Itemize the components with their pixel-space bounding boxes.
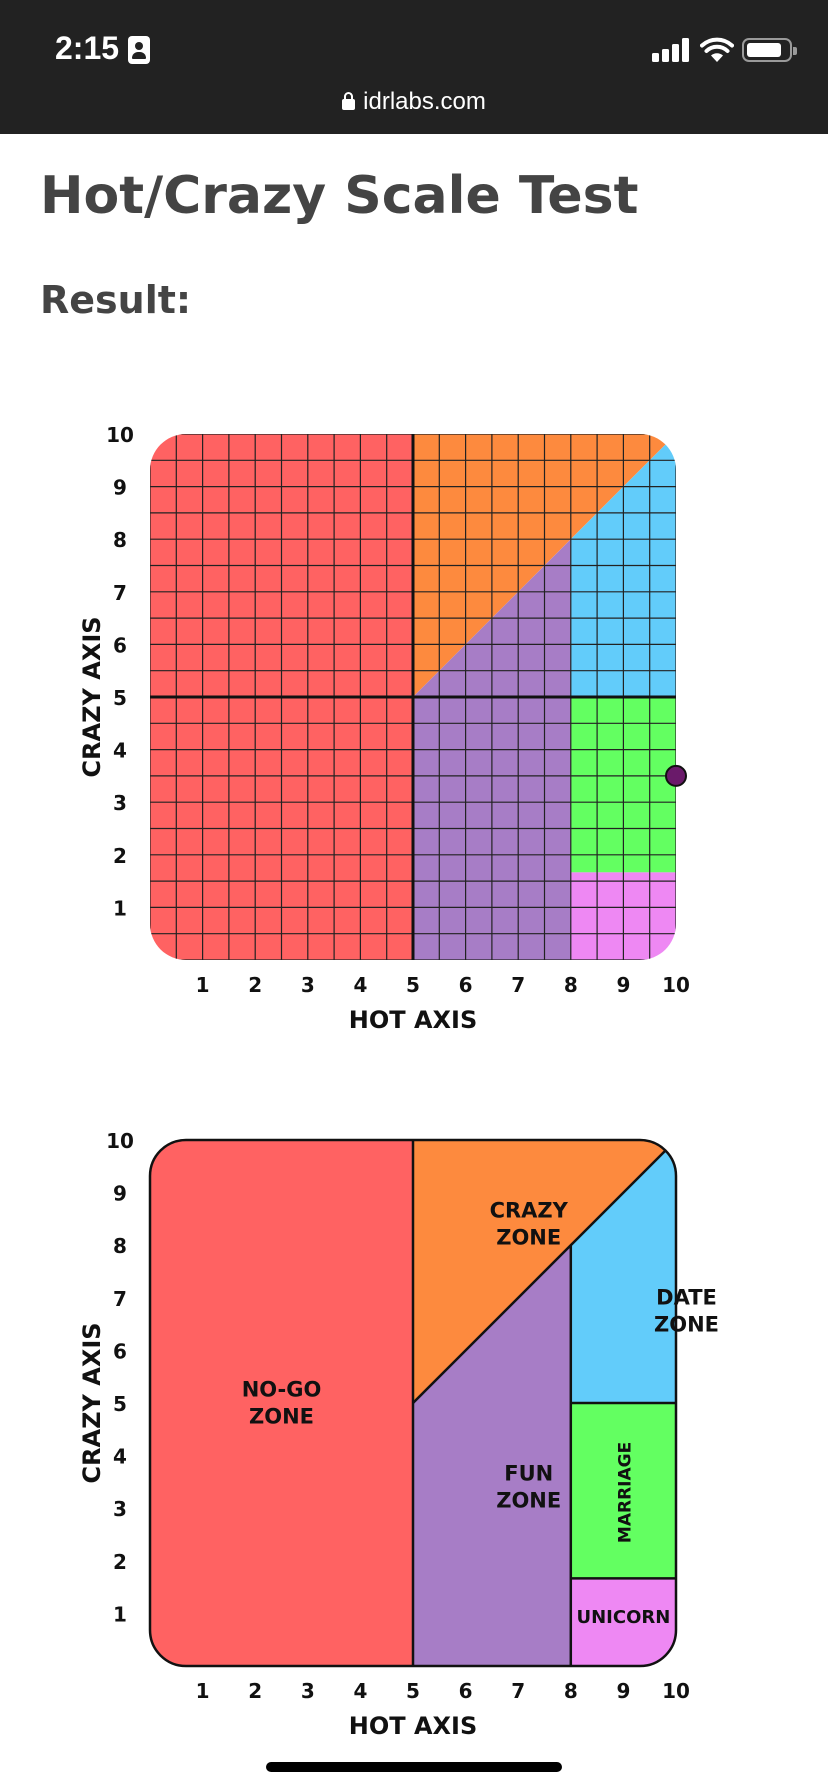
zone-label-fun-zone: ZONE <box>496 1489 561 1513</box>
y-tick-label: 6 <box>113 633 127 657</box>
x-tick-label: 1 <box>196 1679 210 1703</box>
zones-chart: NO-GO ZONE CRAZY ZONE FUN ZONE DATE ZONE MARRIAG… <box>0 1106 828 1746</box>
zone-label-fun-zone: FUN <box>504 1462 553 1486</box>
zone-label-date-zone: DATE <box>656 1285 717 1309</box>
x-axis-title: HOT AXIS <box>349 1006 478 1034</box>
home-indicator[interactable] <box>266 1762 562 1772</box>
x-tick-label: 2 <box>248 973 262 997</box>
x-tick-label: 6 <box>459 973 473 997</box>
x-tick-label: 9 <box>616 973 630 997</box>
x-tick-label: 5 <box>406 973 420 997</box>
x-tick-label: 9 <box>616 1679 630 1703</box>
cellular-signal-icon <box>652 38 692 62</box>
zone-marriage <box>570 1403 676 1579</box>
x-tick-label: 8 <box>564 973 578 997</box>
zone-label-crazy-zone: ZONE <box>496 1226 561 1250</box>
x-tick-label: 10 <box>662 973 690 997</box>
y-axis-title: CRAZY AXIS <box>78 1322 106 1483</box>
y-tick-label: 2 <box>113 1550 127 1574</box>
plot-area <box>150 434 676 960</box>
y-tick-label: 7 <box>113 581 127 605</box>
y-tick-label: 10 <box>106 1129 134 1153</box>
zone-label-marriage: MARRIAGE <box>615 1442 635 1543</box>
zone-label-unicorn: UNICORN <box>576 1607 670 1628</box>
plot-border <box>148 1138 678 1668</box>
plot-area <box>150 1140 676 1666</box>
result-point <box>665 764 687 787</box>
contact-card-icon <box>128 36 150 64</box>
y-tick-label: 4 <box>113 739 127 763</box>
y-tick-label: 5 <box>113 1392 127 1416</box>
y-tick-label: 8 <box>113 1234 127 1258</box>
page-title: Hot/Crazy Scale Test <box>40 166 639 226</box>
wifi-icon <box>700 37 734 62</box>
zone-label-no-go-zone: ZONE <box>249 1405 314 1429</box>
zone-fun <box>413 1245 571 1666</box>
zone-border-diagonal <box>412 1140 676 1404</box>
zone-label-crazy-zone: CRAZY <box>490 1199 569 1223</box>
y-tick-label: 6 <box>113 1339 127 1363</box>
y-axis-title: CRAZY AXIS <box>78 616 106 777</box>
y-tick-label: 7 <box>113 1287 127 1311</box>
zone-unicorn <box>570 1578 676 1666</box>
x-tick-label: 1 <box>196 973 210 997</box>
status-time: 2:15 <box>55 30 120 66</box>
x-tick-label: 6 <box>459 1679 473 1703</box>
y-tick-label: 5 <box>113 686 127 710</box>
y-tick-label: 3 <box>113 791 127 815</box>
x-axis-title: HOT AXIS <box>349 1712 478 1740</box>
y-tick-label: 8 <box>113 528 127 552</box>
zone-no-go <box>150 1140 413 1666</box>
x-tick-label: 4 <box>353 973 367 997</box>
y-tick-label: 1 <box>113 896 127 920</box>
y-tick-label: 1 <box>113 1602 127 1626</box>
zone-date <box>570 1140 676 1403</box>
x-tick-label: 7 <box>511 1679 525 1703</box>
result-label: Result: <box>40 278 192 322</box>
x-tick-label: 3 <box>301 1679 315 1703</box>
zone-label-date-zone: ZONE <box>654 1312 719 1336</box>
x-tick-label: 3 <box>301 973 315 997</box>
x-tick-label: 5 <box>406 1679 420 1703</box>
x-tick-label: 8 <box>564 1679 578 1703</box>
zones-chart-svg: NO-GO ZONE CRAZY ZONE FUN ZONE DATE ZONE MARRIAG… <box>78 1129 719 1740</box>
y-tick-label: 4 <box>113 1445 127 1469</box>
result-chart-svg: 1 2 3 4 5 6 7 8 9 10 1 2 3 4 5 6 7 8 9 10 HOT AXIS CRAZY AXIS <box>78 423 690 1034</box>
x-tick-label: 4 <box>353 1679 367 1703</box>
result-chart: 1 2 3 4 5 6 7 8 9 10 1 2 3 4 5 6 7 8 9 10 HOT AXIS CRAZY AXIS <box>0 400 828 1040</box>
y-tick-label: 2 <box>113 844 127 868</box>
y-tick-label: 9 <box>113 1182 127 1206</box>
battery-icon <box>742 38 797 62</box>
status-bar: 2:15 idrlabs.com <box>0 0 828 134</box>
x-tick-label: 10 <box>662 1679 690 1703</box>
x-tick-label: 2 <box>248 1679 262 1703</box>
zone-label-no-go-zone: NO-GO <box>242 1378 322 1402</box>
address-bar[interactable]: idrlabs.com <box>0 88 828 116</box>
y-tick-label: 9 <box>113 476 127 500</box>
y-tick-label: 10 <box>106 423 134 447</box>
lock-icon <box>342 92 356 110</box>
url-text: idrlabs.com <box>363 88 486 115</box>
y-tick-label: 3 <box>113 1497 127 1521</box>
x-tick-label: 7 <box>511 973 525 997</box>
